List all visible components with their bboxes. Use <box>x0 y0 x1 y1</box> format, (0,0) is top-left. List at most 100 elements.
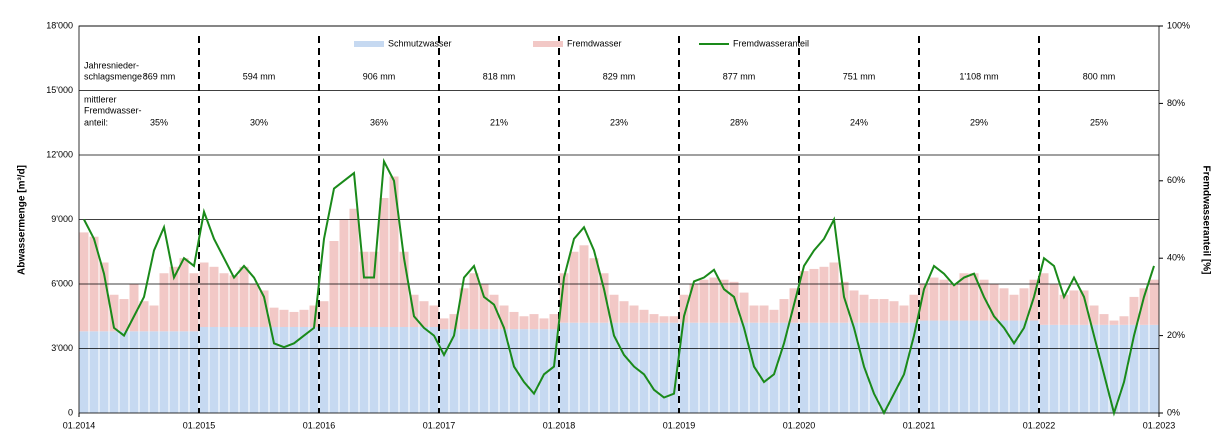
y-tick-label: 6'000 <box>51 278 73 288</box>
bar-segment <box>529 329 539 413</box>
bar-segment <box>1009 320 1019 413</box>
bar-segment <box>309 327 319 413</box>
x-tick-label: 01.2018 <box>543 420 576 430</box>
bar-segment <box>669 316 679 323</box>
bar-segment <box>1079 324 1089 413</box>
bar-segment <box>659 316 669 323</box>
bar-segment <box>669 322 679 413</box>
bar-segment <box>159 273 169 332</box>
bar-segment <box>519 329 529 413</box>
bar-segment <box>489 329 499 413</box>
legend-label: Fremdwasseranteil <box>733 38 809 48</box>
bar-segment <box>949 284 959 321</box>
bar-segment <box>1139 288 1149 325</box>
bar-segment <box>1019 288 1029 321</box>
bar-segment <box>1119 324 1129 413</box>
bar-segment <box>739 292 749 323</box>
bar-segment <box>879 322 889 413</box>
bar-segment <box>869 299 879 323</box>
legend-label: Fremdwasser <box>567 38 622 48</box>
bar-segment <box>529 314 539 330</box>
bar-segment <box>279 309 289 327</box>
bar-segment <box>1069 324 1079 413</box>
y2-tick-label: 0% <box>1167 407 1180 417</box>
bar-segment <box>1149 279 1159 325</box>
x-tick-label: 01.2015 <box>183 420 216 430</box>
plot-frame <box>78 25 1160 414</box>
bar-segment <box>329 327 339 413</box>
bar-segment <box>729 281 739 323</box>
bar-segment <box>379 327 389 413</box>
bar-segment <box>859 294 869 323</box>
bar-segment <box>219 327 229 413</box>
bar-segment <box>819 266 829 323</box>
bar-segment <box>559 273 569 323</box>
bar-segment <box>569 251 579 323</box>
bar-segment <box>479 284 489 330</box>
bar-segment <box>449 329 459 413</box>
y-tick-label: 3'000 <box>51 343 73 353</box>
bar-segment <box>179 331 189 413</box>
bar-segment <box>679 294 689 323</box>
bar-segment <box>1049 284 1059 325</box>
bar-segment <box>899 305 909 323</box>
bar-segment <box>279 327 289 413</box>
y2-tick-label: 80% <box>1167 98 1185 108</box>
bar-segment <box>1079 290 1089 325</box>
bar-segment <box>719 322 729 413</box>
bar-segment <box>179 258 189 332</box>
bar-segment <box>769 309 779 323</box>
x-tick-label: 01.2016 <box>303 420 336 430</box>
rain-value: 594 mm <box>243 71 276 81</box>
bar-segment <box>849 322 859 413</box>
rain-value: 800 mm <box>1083 71 1116 81</box>
bar-segment <box>1069 290 1079 325</box>
bar-segment <box>449 314 459 330</box>
bar-segment <box>299 309 309 327</box>
bar-segment <box>889 301 899 323</box>
rain-value: 869 mm <box>143 71 176 81</box>
rain-label: Jahresnieder- <box>84 60 139 70</box>
bar-segment <box>349 327 359 413</box>
bar-segment <box>759 305 769 323</box>
bar-segment <box>429 305 439 327</box>
bar-segment <box>779 322 789 413</box>
x-tick-label: 01.2023 <box>1143 420 1176 430</box>
bar-segment <box>119 331 129 413</box>
bar-segment <box>829 322 839 413</box>
bar-segment <box>659 322 669 413</box>
bar-segment <box>459 288 469 330</box>
share-value: 28% <box>730 117 748 127</box>
bar-segment <box>1109 324 1119 413</box>
bar-segment <box>1149 324 1159 413</box>
bar-segment <box>479 329 489 413</box>
bar-segment <box>829 262 839 323</box>
bar-segment <box>1089 305 1099 325</box>
bar-segment <box>989 284 999 321</box>
bar-segment <box>239 266 249 327</box>
bar-segment <box>489 294 499 330</box>
bar-segment <box>109 294 119 332</box>
bar-segment <box>229 275 239 327</box>
bar-segment <box>959 273 969 321</box>
bar-segment <box>839 281 849 323</box>
bar-segment <box>769 322 779 413</box>
bar-segment <box>1009 294 1019 321</box>
bar-segment <box>699 322 709 413</box>
bar-segment <box>99 262 109 332</box>
bar-segment <box>499 305 509 330</box>
share-value: 35% <box>150 117 168 127</box>
bar-segment <box>579 322 589 413</box>
bar-segment <box>229 327 239 413</box>
bar-segment <box>619 301 629 323</box>
bar-segment <box>809 322 819 413</box>
bar-segment <box>369 251 379 327</box>
rain-label: schlagsmenge : <box>84 71 147 81</box>
y2-tick-label: 60% <box>1167 175 1185 185</box>
share-value: 36% <box>370 117 388 127</box>
y2-tick-label: 100% <box>1167 20 1190 30</box>
rain-value: 829 mm <box>603 71 636 81</box>
bar-segment <box>989 320 999 413</box>
bar-segment <box>629 322 639 413</box>
bar-segment <box>689 322 699 413</box>
